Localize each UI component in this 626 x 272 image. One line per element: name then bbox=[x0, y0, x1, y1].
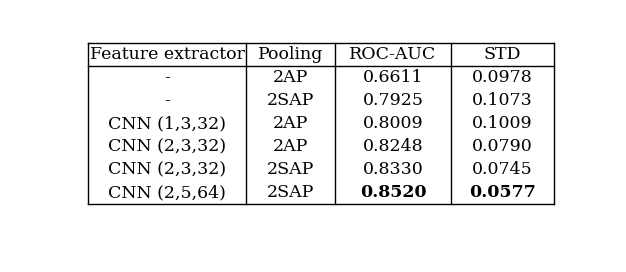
Text: 2SAP: 2SAP bbox=[267, 184, 314, 201]
Text: -: - bbox=[164, 69, 170, 86]
Text: 2SAP: 2SAP bbox=[267, 92, 314, 109]
Text: 0.8520: 0.8520 bbox=[360, 184, 426, 201]
Text: 2AP: 2AP bbox=[273, 115, 308, 132]
Text: 2AP: 2AP bbox=[273, 138, 308, 155]
Text: 0.6611: 0.6611 bbox=[362, 69, 423, 86]
Text: ROC-AUC: ROC-AUC bbox=[349, 46, 437, 63]
Text: 0.1073: 0.1073 bbox=[472, 92, 533, 109]
Text: CNN (1,3,32): CNN (1,3,32) bbox=[108, 115, 226, 132]
Text: 0.8248: 0.8248 bbox=[362, 138, 423, 155]
Text: 2SAP: 2SAP bbox=[267, 161, 314, 178]
Text: CNN (2,5,64): CNN (2,5,64) bbox=[108, 184, 226, 201]
Text: CNN (2,3,32): CNN (2,3,32) bbox=[108, 138, 226, 155]
Text: Feature extractor: Feature extractor bbox=[90, 46, 245, 63]
Text: 0.1009: 0.1009 bbox=[472, 115, 533, 132]
Text: 0.8330: 0.8330 bbox=[362, 161, 423, 178]
Text: 0.0745: 0.0745 bbox=[472, 161, 533, 178]
Text: 0.8009: 0.8009 bbox=[362, 115, 423, 132]
Text: Pooling: Pooling bbox=[258, 46, 323, 63]
Text: 0.0577: 0.0577 bbox=[469, 184, 536, 201]
Text: STD: STD bbox=[484, 46, 521, 63]
Text: 0.0978: 0.0978 bbox=[472, 69, 533, 86]
Text: CNN (2,3,32): CNN (2,3,32) bbox=[108, 161, 226, 178]
Text: -: - bbox=[164, 92, 170, 109]
Text: 2AP: 2AP bbox=[273, 69, 308, 86]
Text: 0.0790: 0.0790 bbox=[472, 138, 533, 155]
Text: 0.7925: 0.7925 bbox=[362, 92, 424, 109]
